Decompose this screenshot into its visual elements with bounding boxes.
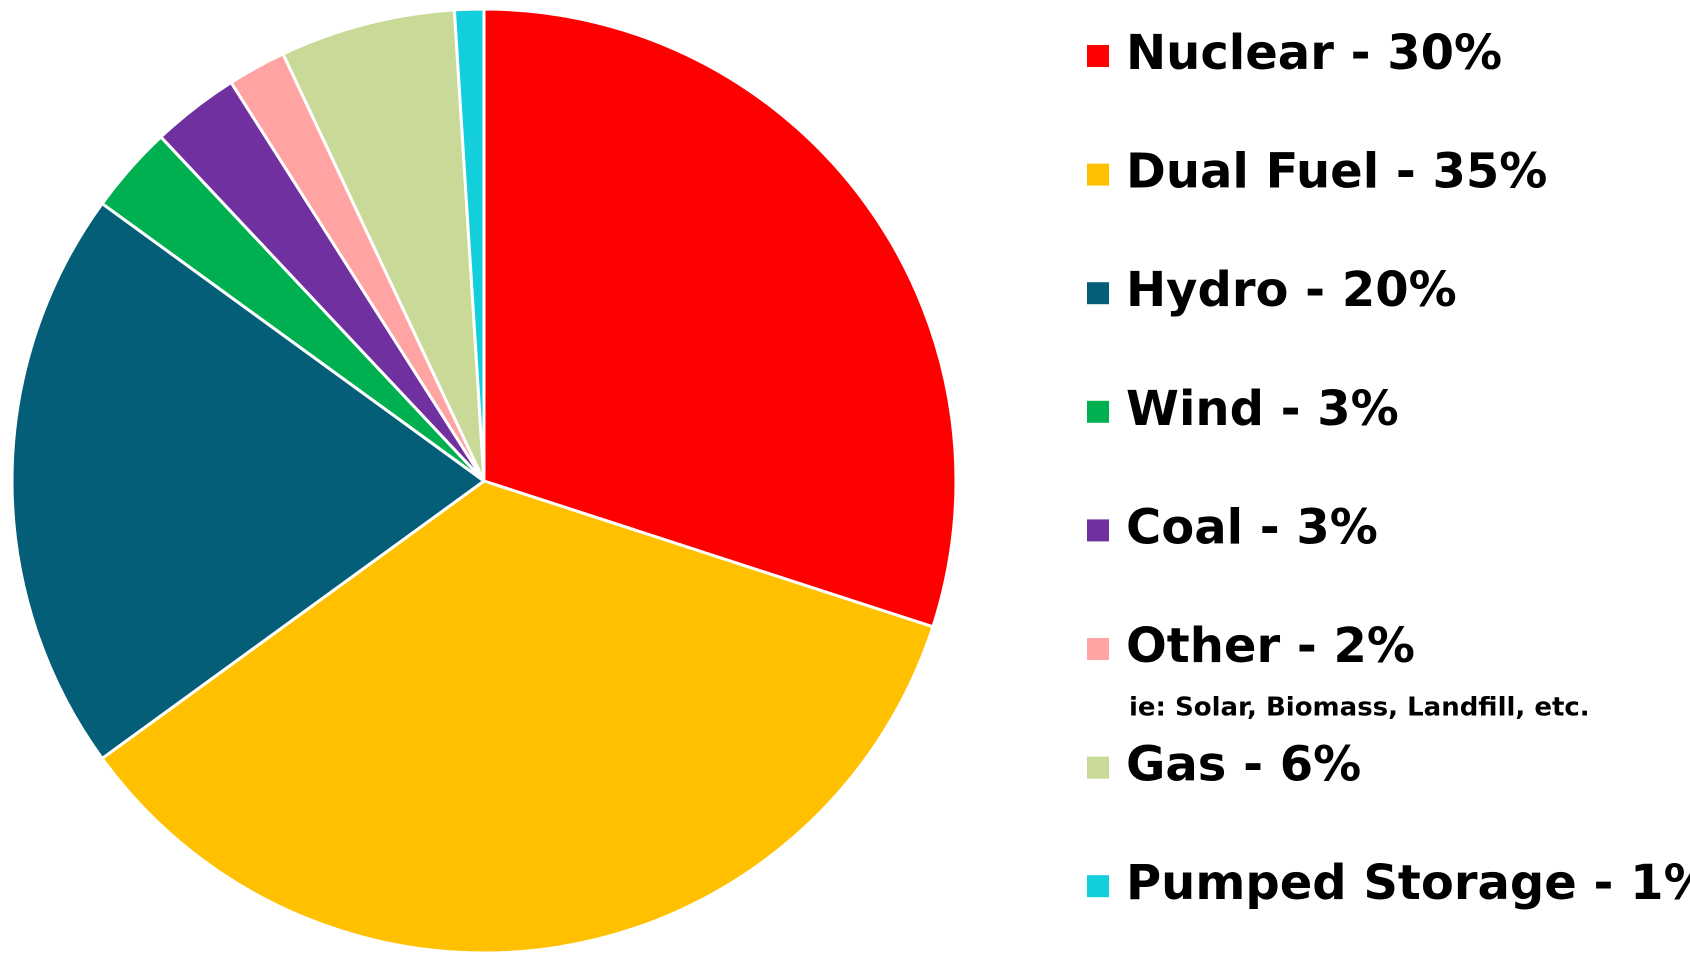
pie-slice xyxy=(482,7,958,629)
legend-swatch xyxy=(1087,282,1109,305)
legend-label: Other - 2% xyxy=(1126,618,1415,674)
legend-label: Hydro - 20% xyxy=(1126,262,1457,318)
legend-swatch xyxy=(1087,45,1109,67)
legend-label: Dual Fuel - 35% xyxy=(1126,144,1547,200)
pie-slice xyxy=(100,479,935,955)
legend-label: Nuclear - 30% xyxy=(1126,25,1502,81)
pie-slice xyxy=(10,202,486,760)
legend-swatch xyxy=(1087,756,1109,779)
legend-swatch xyxy=(1087,400,1109,423)
legend-label: Gas - 6% xyxy=(1126,737,1361,793)
legend-swatch xyxy=(1087,875,1109,898)
annotation: ie: Solar, Biomass, Landfill, etc. xyxy=(1129,693,1590,723)
pie-slice xyxy=(281,8,486,483)
legend-swatch xyxy=(1087,163,1109,186)
pie-slice xyxy=(452,7,486,483)
legend-swatch xyxy=(1087,519,1109,542)
legend-swatch xyxy=(1087,638,1109,660)
legend-label: Wind - 3% xyxy=(1126,381,1399,437)
legend-label: Pumped Storage - 1% xyxy=(1126,855,1690,911)
legend-label: Coal - 3% xyxy=(1126,499,1378,555)
